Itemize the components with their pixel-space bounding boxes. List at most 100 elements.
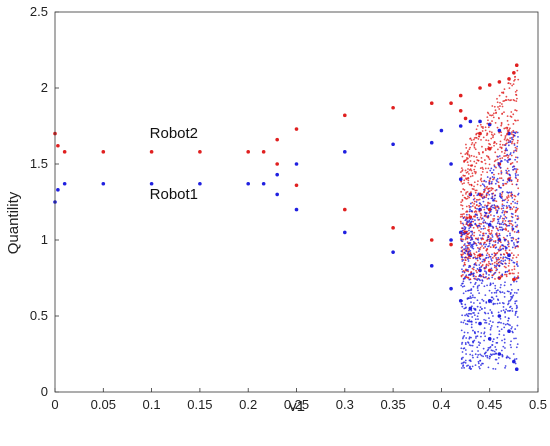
chaos-point — [496, 180, 499, 183]
chaos-point — [514, 195, 517, 198]
chaos-point — [499, 192, 502, 195]
chaos-point — [473, 312, 475, 314]
chaos-point — [488, 181, 491, 184]
chaos-point — [508, 249, 511, 252]
chaos-point — [490, 325, 493, 327]
chaos-point — [502, 345, 505, 348]
x-tick-label: 0.35 — [380, 397, 405, 412]
chaos-point — [502, 223, 505, 226]
chaos-point — [470, 292, 472, 295]
chaos-point — [489, 239, 492, 241]
chaos-point — [495, 265, 498, 268]
chaos-point — [467, 181, 470, 184]
chaos-point — [480, 354, 483, 357]
chaos-point — [487, 264, 490, 267]
chaos-point — [509, 309, 512, 312]
chaos-point — [472, 302, 475, 304]
chaos-point — [466, 314, 469, 317]
y-tick-label: 1 — [41, 232, 48, 247]
chaos-point — [506, 322, 509, 325]
chaos-point — [480, 223, 483, 225]
chaos-point — [505, 95, 508, 98]
chaos-point — [479, 202, 482, 205]
chaos-point — [514, 221, 517, 224]
chaos-point — [517, 230, 520, 233]
chaos-point — [515, 147, 518, 150]
chaos-point — [514, 176, 517, 179]
chaos-point — [503, 211, 506, 214]
chaos-point — [501, 339, 503, 342]
chaos-point — [484, 126, 487, 129]
chaos-point — [464, 227, 467, 230]
chaos-point — [515, 168, 517, 170]
chaos-point — [497, 299, 500, 301]
chaos-point — [474, 148, 477, 151]
chaos-point — [462, 223, 465, 226]
chaos-point — [484, 352, 487, 354]
chaos-point — [477, 138, 480, 140]
chaos-point — [503, 217, 506, 220]
chaos-point — [478, 292, 481, 295]
chaos-point — [476, 125, 479, 127]
chaos-point — [500, 193, 503, 196]
chaos-point — [498, 131, 501, 134]
chaos-point — [491, 235, 494, 238]
chaos-point — [466, 248, 469, 250]
chaos-point — [465, 274, 468, 277]
chaos-point — [515, 300, 518, 302]
chaos-point — [469, 175, 472, 178]
chaos-point — [484, 147, 487, 150]
chaos-point — [490, 114, 493, 117]
chaos-point — [511, 213, 514, 215]
chaos-point — [500, 262, 503, 265]
chaos-point — [504, 135, 507, 137]
chaos-point — [494, 159, 497, 162]
chaos-point — [517, 288, 520, 291]
chaos-point — [461, 256, 464, 259]
chaos-point — [488, 357, 491, 360]
chaos-point — [512, 136, 515, 138]
chaos-point — [477, 151, 480, 154]
chaos-point — [485, 301, 488, 304]
chaos-point — [468, 196, 471, 199]
chaos-point — [480, 214, 483, 217]
chaos-point — [517, 174, 519, 176]
chaos-point — [487, 191, 490, 194]
chaos-point — [463, 160, 465, 162]
chaos-point — [467, 233, 470, 235]
chaos-point — [474, 172, 477, 175]
chaos-point — [495, 289, 498, 292]
chaos-point — [473, 168, 476, 171]
chaos-point — [505, 172, 508, 174]
chaos-point — [466, 235, 469, 238]
data-point — [294, 183, 299, 188]
chaos-point — [478, 198, 481, 201]
y-tick-label: 2 — [41, 80, 48, 95]
chaos-point — [491, 274, 494, 277]
chaos-point — [498, 162, 500, 165]
chaos-point — [512, 113, 515, 116]
chaos-point — [489, 169, 492, 172]
chaos-point — [504, 148, 507, 151]
chaos-point — [460, 347, 463, 350]
chaos-point — [504, 316, 507, 318]
chaos-point — [475, 275, 477, 278]
chaos-point — [460, 232, 463, 234]
chaos-point — [510, 252, 513, 255]
chaos-point — [517, 272, 520, 274]
chaos-point — [463, 263, 466, 266]
chaos-point — [496, 336, 499, 339]
chaos-point — [472, 275, 475, 277]
chaos-point — [470, 273, 473, 276]
chaos-point — [500, 147, 503, 150]
chaos-point — [465, 171, 468, 174]
chaos-point — [468, 309, 470, 312]
chaos-point — [493, 266, 496, 269]
chaos-point — [508, 254, 511, 257]
chaos-point — [506, 243, 509, 246]
chaos-point — [483, 206, 485, 209]
chaos-point — [471, 350, 474, 353]
chaos-point — [495, 252, 498, 255]
chaos-point — [489, 320, 492, 323]
chaos-point — [471, 141, 474, 144]
